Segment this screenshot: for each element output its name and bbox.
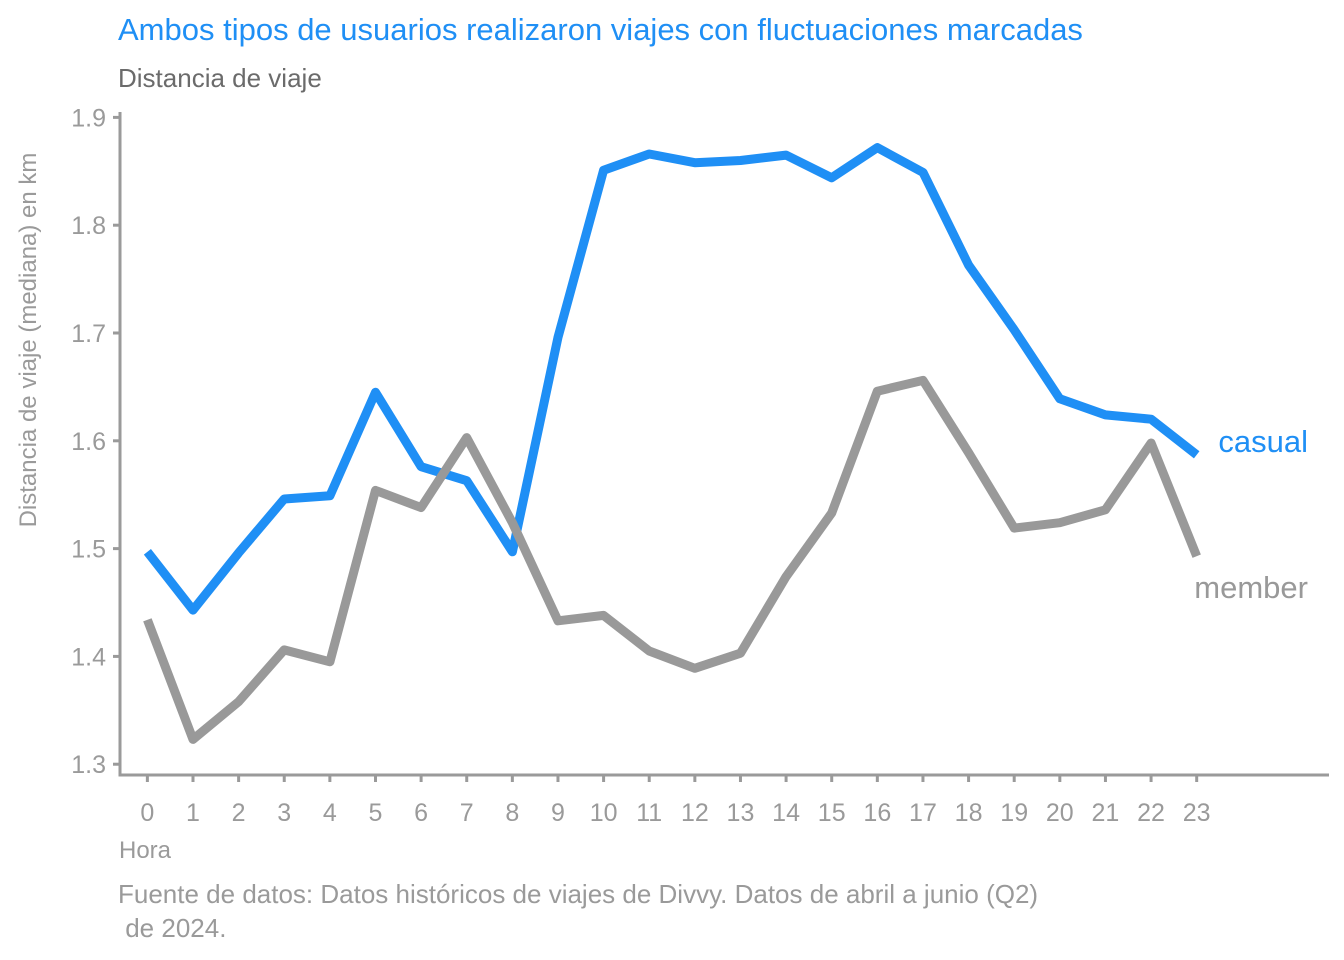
y-tick-label: 1.7: [71, 320, 106, 348]
y-tick-label: 1.8: [71, 212, 106, 240]
y-tick-label: 1.6: [71, 428, 106, 456]
x-tick-label: 6: [414, 799, 428, 827]
series-group: casual member: [143, 143, 1311, 744]
y-tick-label: 1.4: [71, 643, 106, 671]
caption-line-2: de 2024.: [118, 913, 226, 943]
x-tick-label: 0: [140, 799, 154, 827]
series-label-member: member: [1194, 570, 1308, 605]
x-tick-label: 18: [955, 799, 983, 827]
x-tick-label: 2: [232, 799, 246, 827]
caption-line-1: Fuente de datos: Datos históricos de via…: [118, 879, 1038, 909]
x-axis-title: Hora: [119, 837, 172, 864]
y-axis-title: Distancia de viaje (mediana) en km: [15, 153, 42, 528]
x-tick-label: 7: [460, 799, 474, 827]
x-tick-label: 1: [186, 799, 200, 827]
series-line-casual: [143, 143, 1200, 615]
x-tick-label: 9: [551, 799, 565, 827]
x-axis-ticks: 0 1 2 3 4 5 6 7 8 9 10 11 12 13 14 15 16 17 18 19 20 21 22 23: [140, 775, 1211, 827]
y-tick-label: 1.9: [71, 104, 106, 132]
x-tick-label: 15: [818, 799, 846, 827]
y-axis-ticks: 1.3 1.4 1.5 1.6 1.7 1.8 1.9: [71, 104, 120, 779]
x-tick-label: 19: [1000, 799, 1028, 827]
x-tick-label: 14: [772, 799, 800, 827]
series-label-casual: casual: [1218, 424, 1308, 459]
x-tick-label: 20: [1046, 799, 1074, 827]
y-tick-label: 1.5: [71, 536, 106, 564]
x-tick-label: 3: [277, 799, 291, 827]
x-tick-label: 22: [1137, 799, 1165, 827]
x-tick-label: 17: [909, 799, 937, 827]
x-tick-label: 11: [636, 799, 662, 827]
x-tick-label: 8: [505, 799, 519, 827]
series-line-member: [143, 375, 1201, 744]
x-tick-label: 13: [727, 799, 755, 827]
x-tick-label: 12: [681, 799, 709, 827]
x-tick-label: 4: [323, 799, 337, 827]
x-tick-label: 16: [863, 799, 891, 827]
x-tick-label: 10: [590, 799, 618, 827]
chart-title: Ambos tipos de usuarios realizaron viaje…: [118, 12, 1083, 47]
chart-subtitle: Distancia de viaje: [118, 63, 322, 93]
x-tick-label: 5: [369, 799, 383, 827]
y-tick-label: 1.3: [71, 751, 106, 779]
x-tick-label: 23: [1183, 799, 1211, 827]
x-tick-label: 21: [1092, 799, 1120, 827]
